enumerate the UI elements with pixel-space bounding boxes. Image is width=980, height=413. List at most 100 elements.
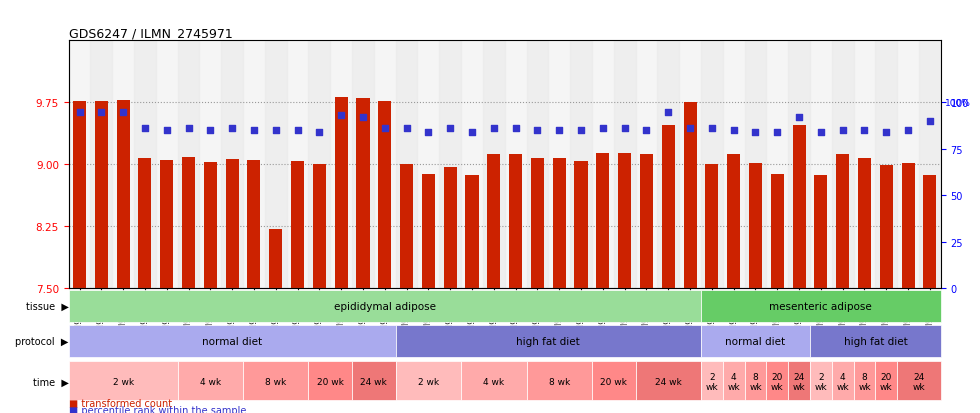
Point [355, 114, 370, 121]
Bar [683, 103, 697, 288]
FancyBboxPatch shape [635, 361, 701, 400]
Point [726, 128, 742, 134]
Text: mesenteric adipose: mesenteric adipose [769, 301, 872, 311]
Point [769, 129, 785, 136]
Point [704, 126, 719, 132]
Point [116, 109, 131, 116]
Bar [400, 165, 414, 288]
Bar [182, 157, 195, 288]
Bar [880, 166, 893, 288]
FancyBboxPatch shape [526, 361, 592, 400]
Bar [902, 163, 914, 288]
FancyBboxPatch shape [69, 325, 396, 357]
Point [290, 128, 306, 134]
Text: 24
wk: 24 wk [793, 372, 806, 392]
Point [333, 113, 349, 119]
Bar [814, 176, 827, 288]
Text: tissue  ▶: tissue ▶ [25, 301, 69, 311]
Text: ■ transformed count: ■ transformed count [69, 398, 172, 408]
Bar [745, 41, 766, 288]
Text: protocol  ▶: protocol ▶ [16, 336, 69, 346]
FancyBboxPatch shape [854, 361, 875, 400]
Bar [574, 161, 588, 288]
FancyBboxPatch shape [832, 361, 854, 400]
Text: 20 wk: 20 wk [601, 377, 627, 386]
Point [661, 109, 676, 116]
Text: epididymal adipose: epididymal adipose [334, 301, 436, 311]
Point [486, 126, 502, 132]
FancyBboxPatch shape [898, 361, 941, 400]
Point [813, 129, 829, 136]
Point [616, 126, 632, 132]
Bar [832, 41, 854, 288]
FancyBboxPatch shape [701, 325, 809, 357]
Text: 4 wk: 4 wk [200, 377, 220, 386]
Bar [749, 163, 762, 288]
Text: 8
wk: 8 wk [749, 372, 761, 392]
Point [420, 129, 436, 136]
Bar [509, 155, 522, 288]
Point [180, 126, 196, 132]
FancyBboxPatch shape [69, 290, 701, 322]
Text: ■ percentile rank within the sample: ■ percentile rank within the sample [69, 405, 246, 413]
Text: 8 wk: 8 wk [266, 377, 286, 386]
Bar [357, 99, 369, 288]
Point [312, 129, 327, 136]
Bar [73, 102, 86, 288]
FancyBboxPatch shape [875, 361, 898, 400]
FancyBboxPatch shape [177, 361, 243, 400]
Point [246, 128, 262, 134]
Point [203, 128, 219, 134]
FancyBboxPatch shape [352, 361, 396, 400]
FancyBboxPatch shape [309, 361, 352, 400]
Point [268, 128, 283, 134]
Bar [570, 41, 592, 288]
Bar [378, 102, 391, 288]
Text: time  ▶: time ▶ [32, 377, 69, 387]
FancyBboxPatch shape [701, 290, 941, 322]
Bar [596, 154, 610, 288]
Text: high fat diet: high fat diet [844, 336, 907, 346]
Point [72, 109, 87, 116]
Bar [701, 41, 723, 288]
Point [748, 129, 763, 136]
Text: 20 wk: 20 wk [317, 377, 344, 386]
Bar [160, 161, 173, 288]
Text: 100%: 100% [945, 99, 971, 107]
Bar [95, 102, 108, 288]
FancyBboxPatch shape [723, 361, 745, 400]
Bar [727, 155, 740, 288]
Point [857, 128, 872, 134]
Text: 24 wk: 24 wk [655, 377, 682, 386]
Point [573, 128, 589, 134]
FancyBboxPatch shape [69, 361, 177, 400]
Bar [270, 229, 282, 288]
Bar [858, 158, 871, 288]
Point [835, 128, 851, 134]
Bar [225, 160, 239, 288]
Bar [444, 168, 457, 288]
Point [682, 126, 698, 132]
Bar [221, 41, 243, 288]
Bar [531, 158, 544, 288]
Bar [204, 162, 217, 288]
Bar [177, 41, 200, 288]
Bar [662, 125, 675, 288]
Text: 2 wk: 2 wk [417, 377, 439, 386]
Bar [352, 41, 374, 288]
FancyBboxPatch shape [461, 361, 526, 400]
FancyBboxPatch shape [243, 361, 309, 400]
Bar [439, 41, 461, 288]
Bar [613, 41, 635, 288]
Text: 4
wk: 4 wk [727, 372, 740, 392]
FancyBboxPatch shape [809, 361, 832, 400]
Text: 24
wk: 24 wk [912, 372, 925, 392]
Point [442, 126, 458, 132]
Point [93, 109, 109, 116]
Bar [618, 154, 631, 288]
Point [922, 118, 938, 125]
Point [791, 114, 807, 121]
Bar [706, 165, 718, 288]
FancyBboxPatch shape [396, 361, 461, 400]
Text: 4
wk: 4 wk [836, 372, 849, 392]
